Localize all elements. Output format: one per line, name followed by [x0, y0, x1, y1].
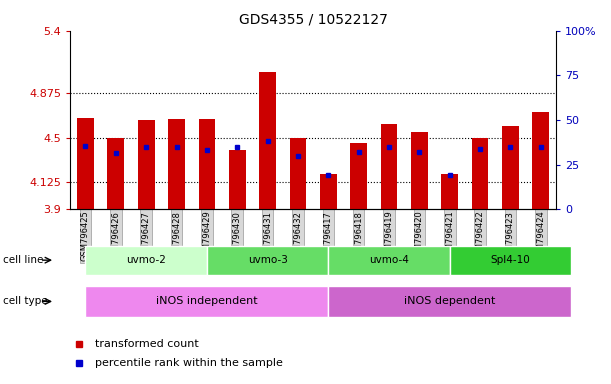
Text: iNOS dependent: iNOS dependent — [404, 296, 496, 306]
Bar — [86, 286, 328, 317]
Bar — [207, 246, 328, 275]
Text: uvmo-4: uvmo-4 — [369, 255, 409, 265]
Bar — [290, 138, 306, 209]
Bar — [328, 246, 450, 275]
Text: transformed count: transformed count — [95, 339, 199, 349]
Title: GDS4355 / 10522127: GDS4355 / 10522127 — [239, 13, 387, 27]
Text: percentile rank within the sample: percentile rank within the sample — [95, 358, 282, 368]
Bar — [502, 126, 519, 209]
Bar — [86, 246, 207, 275]
Text: iNOS independent: iNOS independent — [156, 296, 258, 306]
Bar — [259, 73, 276, 209]
Bar — [199, 119, 215, 209]
Bar — [138, 120, 155, 209]
Bar — [350, 142, 367, 209]
Bar — [411, 132, 428, 209]
Bar — [328, 286, 571, 317]
Text: uvmo-3: uvmo-3 — [247, 255, 288, 265]
Text: uvmo-2: uvmo-2 — [126, 255, 166, 265]
Bar — [229, 150, 246, 209]
Bar — [441, 174, 458, 209]
Text: Spl4-10: Spl4-10 — [491, 255, 530, 265]
Bar — [472, 138, 488, 209]
Bar — [108, 138, 124, 209]
Bar — [168, 119, 185, 209]
Bar — [77, 118, 94, 209]
Text: cell type: cell type — [3, 296, 48, 306]
Bar — [532, 112, 549, 209]
Bar — [450, 246, 571, 275]
Text: cell line: cell line — [3, 255, 43, 265]
Bar — [381, 124, 397, 209]
Bar — [320, 174, 337, 209]
